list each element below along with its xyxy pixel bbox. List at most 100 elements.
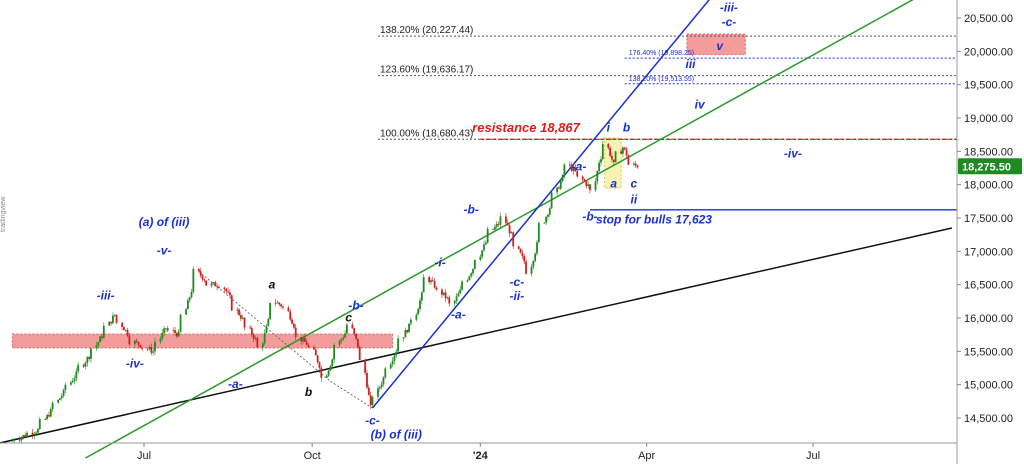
fib-138-label: 138.20% (20,227.44)	[380, 25, 473, 36]
candle	[558, 185, 560, 190]
y-tick-label: 17,500.00	[964, 213, 1013, 225]
candle	[406, 329, 409, 334]
candle	[300, 336, 303, 345]
candle	[344, 330, 346, 338]
candle	[523, 253, 526, 265]
candle	[625, 146, 628, 158]
candle	[75, 367, 78, 382]
candle	[607, 142, 610, 150]
candle	[583, 178, 586, 183]
candle	[345, 323, 348, 335]
candle	[46, 413, 49, 421]
candle	[594, 178, 597, 192]
candle	[547, 213, 549, 221]
candle	[430, 277, 432, 286]
candle	[442, 292, 445, 297]
candle	[620, 148, 622, 154]
candle	[466, 278, 469, 283]
candle	[572, 165, 575, 175]
candle	[366, 369, 368, 390]
candle	[95, 341, 98, 351]
candle	[205, 280, 208, 286]
candle	[397, 335, 399, 352]
candle	[265, 324, 268, 334]
candle	[223, 286, 226, 292]
candle	[457, 291, 460, 297]
candle	[596, 170, 599, 185]
candle	[327, 370, 330, 378]
candle	[448, 295, 451, 307]
candle	[274, 298, 277, 307]
candle	[99, 335, 102, 343]
wave-label: -i-	[434, 256, 445, 270]
wave-label: -c-	[722, 15, 737, 29]
candle	[545, 215, 548, 226]
candle	[203, 277, 206, 283]
candle	[166, 325, 169, 333]
candle	[161, 329, 164, 341]
candle	[305, 339, 308, 346]
candle	[444, 289, 447, 303]
wave-label: -iv-	[784, 146, 802, 160]
wave-label: b	[305, 385, 312, 399]
candle	[371, 395, 374, 407]
candle	[218, 284, 220, 289]
wave-label: c	[345, 310, 352, 324]
dotted-wave-b	[198, 271, 331, 382]
candle	[532, 260, 535, 270]
candle	[574, 164, 577, 172]
candle	[367, 384, 370, 396]
watermark-text: tradingview	[0, 196, 7, 232]
candle	[239, 311, 242, 322]
wave-label: -a-	[572, 160, 587, 174]
candle	[453, 299, 456, 307]
candle	[82, 363, 85, 368]
candle	[64, 382, 67, 394]
candle	[174, 326, 176, 336]
y-tick-label: 20,000.00	[964, 46, 1013, 58]
wave-label: v	[716, 39, 724, 53]
candle	[587, 181, 590, 189]
candle	[176, 331, 178, 339]
y-tick-label: 16,500.00	[964, 280, 1013, 292]
candle	[126, 328, 129, 338]
candle	[269, 302, 272, 321]
candle	[115, 314, 118, 325]
wave-label: iii	[686, 57, 697, 71]
candle	[499, 212, 502, 228]
candle	[623, 147, 626, 151]
wave-label: a	[610, 176, 617, 190]
wave-label: a	[269, 278, 276, 292]
candle	[313, 344, 315, 351]
candle	[276, 300, 279, 304]
wave-label: i	[607, 120, 611, 134]
candle	[108, 321, 111, 326]
candle	[470, 272, 473, 279]
candle	[510, 231, 513, 234]
wave-label: ii	[631, 192, 638, 206]
wave-label: -iii-	[720, 0, 738, 14]
x-tick-label: Jul	[806, 450, 820, 462]
candle	[73, 375, 76, 385]
candle	[192, 266, 195, 294]
dotted-wave-c	[330, 380, 373, 409]
candle	[481, 250, 484, 260]
candle	[287, 305, 290, 312]
candle	[163, 325, 166, 337]
candle	[483, 240, 485, 252]
candle	[404, 327, 407, 338]
candle	[38, 417, 41, 430]
candle	[472, 268, 474, 277]
candle	[69, 380, 72, 386]
candle	[214, 280, 217, 287]
wave-label: -c-	[365, 414, 380, 428]
candle	[512, 231, 515, 249]
candle	[519, 248, 522, 254]
wave-label: -b-	[464, 202, 479, 216]
candle	[48, 411, 50, 418]
candle	[636, 164, 639, 169]
candle	[433, 278, 436, 289]
candle	[338, 339, 341, 348]
y-tick-label: 16,000.00	[964, 313, 1013, 325]
